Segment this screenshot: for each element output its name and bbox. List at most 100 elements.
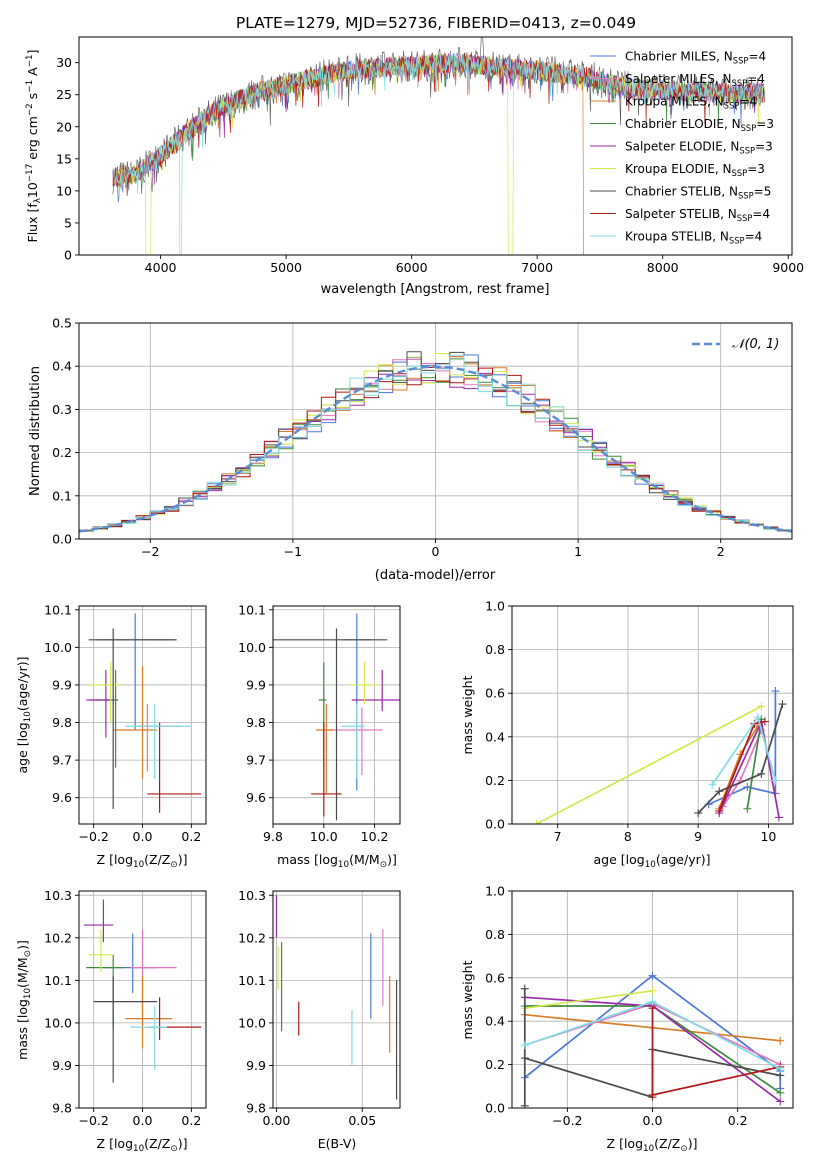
weight_vs_age-xtick-label: 9 [694, 829, 702, 844]
age_vs_mass-ytick-label: 9.8 [246, 715, 266, 730]
mass_vs_Z-ylabel: mass [log10(M/M⊙)] [15, 940, 33, 1060]
weight_vs_Z-ytick-label: 1.0 [485, 884, 505, 899]
age_vs_mass-panel: 9.8 10.0 10.2 9.6 9.7 9.8 9.9 10.0 10.1 mass [log… [238, 602, 401, 870]
age_vs_mass-errorbar [316, 703, 334, 794]
mass_vs_Z-errorbar [125, 976, 172, 1049]
legend-label: Chabrier STELIB, NSSP=5 [625, 185, 771, 201]
residuals-ytick-label: 0.1 [52, 488, 72, 503]
spectrum-panel: 4000 5000 6000 7000 8000 9000 0 5 10 15 20 25 30 wave… [25, 36, 804, 297]
age_vs_mass-ytick-label: 10.1 [238, 602, 266, 617]
legend-label: Salpeter ELODIE, NSSP=3 [625, 140, 773, 156]
weight_vs_age-series-line [697, 703, 784, 814]
weight_vs_age-marker [757, 769, 766, 778]
panels: 4000 5000 6000 7000 8000 9000051015202530wave… [15, 36, 804, 1154]
weight_vs_age-series-line [536, 705, 762, 824]
residuals-histogram [79, 354, 792, 532]
mass_vs_Z-ytick-label: 10.2 [44, 930, 72, 945]
age_vs_Z-xtick-label: 0.2 [181, 829, 201, 844]
mass_vs_EBV-xtick-label: 0.00 [263, 1113, 291, 1128]
weight_vs_Z-marker [520, 984, 529, 993]
residuals-ytick-label: 0.3 [52, 402, 72, 417]
weight_vs_Z-marker [648, 986, 657, 995]
spectrum-xtick-label: 7000 [521, 260, 553, 275]
residuals-ytick-label: 0.2 [52, 445, 72, 460]
weight_vs_age-marker [778, 700, 787, 709]
weight_vs_age-ytick-label: 0.8 [485, 642, 505, 657]
mass_vs_EBV-ytick-label: 10.3 [238, 888, 266, 903]
age_vs_Z-errorbar [113, 666, 158, 779]
spectrum-frame [78, 36, 793, 256]
legend-label: Kroupa MILES, NSSP=4 [625, 95, 757, 111]
weight_vs_Z-ylabel: mass weight [460, 960, 475, 1039]
age_vs_mass-xtick-label: 10.0 [310, 829, 338, 844]
spectrum-series-line [112, 53, 765, 196]
mass_vs_Z-panel: −0.2 0.0 0.2 9.8 9.9 10.0 10.1 10.2 10.3 Z [log10… [15, 888, 207, 1154]
age_vs_mass-errorbar [318, 662, 327, 768]
age_vs_Z-ytick-label: 9.6 [52, 790, 72, 805]
weight_vs_Z-xtick-label: 0.2 [728, 1113, 748, 1128]
age_vs_Z-xtick-label: −0.2 [78, 829, 108, 844]
mass_vs_Z-errorbar [83, 899, 114, 943]
mass_vs_EBV-ytick-label: 10.2 [238, 930, 266, 945]
weight_vs_Z-ytick-label: 0.2 [485, 1057, 505, 1072]
age_vs_mass-errorbar [341, 703, 365, 779]
mass_vs_Z-ytick-label: 10.1 [44, 973, 72, 988]
weight_vs_age-panel: 7 8 9 10 0.0 0.2 0.4 0.6 0.8 1.0 age [log10(age/yr… [460, 599, 794, 870]
weight_vs_Z-marker [520, 1041, 529, 1050]
mass_vs_EBV-xtick-label: 0.05 [348, 1113, 376, 1128]
weight_vs_Z-xlabel: Z [log10(Z/Z⊙)] [607, 1136, 698, 1154]
weight_vs_Z-ytick-label: 0.0 [485, 1101, 505, 1116]
weight_vs_Z-panel: −0.2 0.0 0.2 0.0 0.2 0.4 0.6 0.8 1.0 Z [log10(Z/Z… [460, 884, 794, 1154]
residuals-ytick-label: 0.5 [52, 316, 72, 331]
mass_vs_Z-xtick-label: −0.2 [78, 1113, 108, 1128]
spectrum-xlabel: wavelength [Angstrom, rest frame] [321, 282, 550, 297]
weight_vs_Z-ytick-label: 0.8 [485, 927, 505, 942]
age_vs_Z-ytick-label: 10.0 [44, 640, 72, 655]
age_vs_Z-ylabel: age [log10(age/yr)] [15, 656, 33, 773]
residuals-xtick-label: 2 [717, 544, 725, 559]
weight_vs_Z-plot-area [520, 971, 785, 1108]
mass_vs_EBV-frame [272, 890, 401, 1109]
mass_vs_Z-ytick-label: 10.3 [44, 888, 72, 903]
weight_vs_age-marker [743, 804, 752, 813]
weight_vs_age-xlabel: age [log10(age/yr)] [593, 852, 710, 870]
age_vs_Z-panel: −0.2 0.0 0.2 9.6 9.7 9.8 9.9 10.0 10.1 Z [log10(Z… [15, 602, 207, 870]
mass_vs_Z-xtick-label: 0.0 [133, 1113, 153, 1128]
weight_vs_age-marker [771, 776, 780, 785]
age_vs_mass-ytick-label: 9.7 [246, 753, 266, 768]
age_vs_Z-errorbar [88, 662, 121, 723]
spectrum-ytick-label: 20 [56, 119, 72, 134]
residuals-plot-area [79, 351, 792, 533]
weight_vs_Z-marker [776, 1088, 785, 1097]
weight_vs_age-marker [694, 809, 703, 818]
spectrum-ytick-label: 25 [56, 87, 72, 102]
spectrum-ytick-label: 10 [56, 183, 72, 198]
weight_vs_Z-marker [520, 1101, 529, 1108]
residuals-xlabel: (data-model)/error [375, 568, 496, 583]
age_vs_Z-errorbar [96, 613, 175, 731]
weight_vs_Z-xtick-label: −0.2 [552, 1113, 582, 1128]
mass_vs_Z-ytick-label: 9.9 [52, 1058, 72, 1073]
mass_vs_Z-plot-area [83, 899, 202, 1083]
weight_vs_age-marker [771, 687, 780, 696]
weight_vs_age-marker [757, 702, 766, 711]
residuals-normal-curve [79, 365, 792, 533]
age_vs_mass-errorbar [349, 662, 380, 704]
weight_vs_age-marker [753, 713, 762, 722]
spectrum-xtick-label: 4000 [145, 260, 177, 275]
age_vs_Z-xtick-label: 0.0 [133, 829, 153, 844]
mass_vs_EBV-xlabel: E(B-V) [318, 1136, 357, 1151]
weight_vs_age-xtick-label: 7 [554, 829, 562, 844]
weight_vs_Z-marker [776, 1064, 785, 1073]
age_vs_Z-xlabel: Z [log10(Z/Z⊙)] [97, 852, 188, 870]
mass_vs_EBV-plot-area [275, 895, 398, 1100]
mass_vs_Z-errorbar [88, 929, 114, 972]
spectrum-series-line [112, 53, 765, 255]
weight_vs_Z-marker [648, 971, 657, 980]
age_vs_Z-ytick-label: 10.1 [44, 602, 72, 617]
spectrum-ytick-label: 0 [64, 248, 72, 263]
weight_vs_Z-ytick-label: 0.4 [485, 1014, 505, 1029]
mass_vs_Z-errorbar [103, 933, 158, 994]
residuals-panel: −2 −1 0 1 2 0.0 0.1 0.2 0.3 0.4 0.5 (data-model)/er… [28, 316, 793, 583]
